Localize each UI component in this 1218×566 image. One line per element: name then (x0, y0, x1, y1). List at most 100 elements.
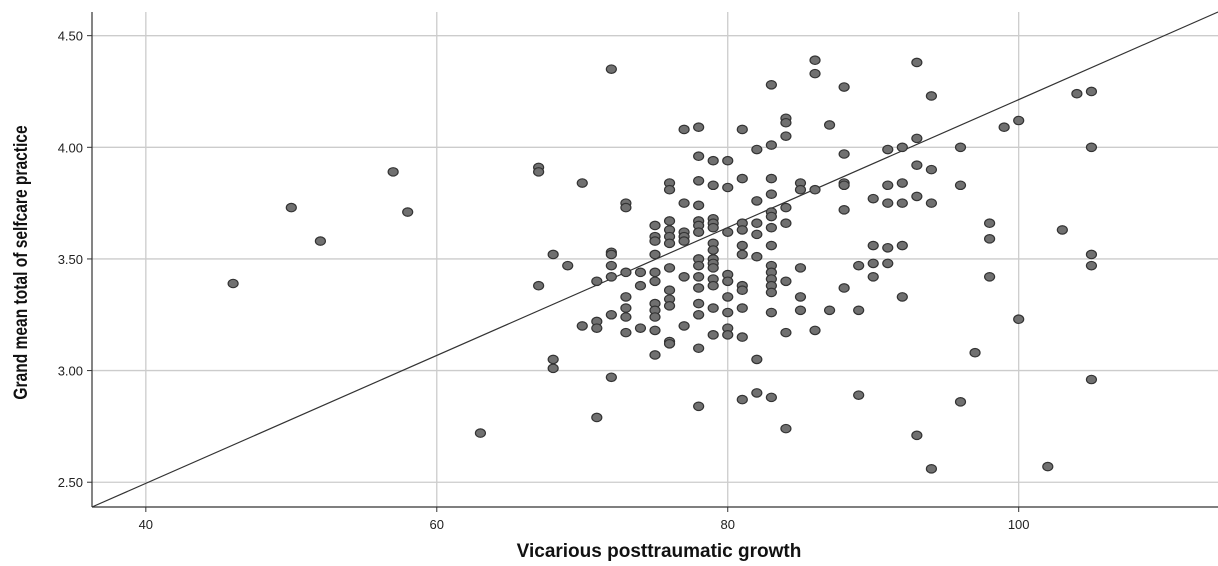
data-point (882, 258, 894, 269)
data-point (765, 79, 777, 90)
data-point (605, 272, 617, 282)
data-point (693, 272, 705, 282)
data-point (1085, 142, 1098, 153)
data-point (620, 202, 632, 213)
data-point (896, 240, 908, 251)
x-tick-label: 60 (430, 517, 444, 532)
data-point (649, 220, 661, 231)
data-point (722, 227, 734, 237)
x-axis-title: Vicarious posttraumatic growth (517, 541, 802, 562)
data-point (663, 216, 676, 226)
data-point (678, 272, 690, 282)
data-point (591, 323, 603, 333)
data-point (533, 280, 545, 291)
data-point (998, 122, 1010, 133)
data-point (911, 160, 923, 170)
data-point (838, 205, 850, 215)
data-point (751, 144, 763, 155)
data-point (620, 327, 632, 338)
data-point (693, 200, 705, 211)
data-point (620, 267, 632, 278)
y-tick-label: 2.50 (58, 475, 83, 490)
data-point (663, 263, 676, 273)
data-point (736, 225, 748, 235)
data-point (678, 236, 690, 246)
data-point (765, 392, 777, 403)
data-point (649, 236, 661, 246)
data-point (227, 278, 239, 289)
y-tick-label: 4.00 (58, 140, 83, 155)
data-point (983, 234, 996, 244)
data-point (736, 285, 748, 296)
data-point (780, 131, 792, 141)
data-point (751, 229, 763, 240)
data-point (693, 298, 705, 309)
data-point (707, 245, 719, 255)
data-point (707, 263, 719, 273)
data-point (693, 122, 705, 133)
data-point (765, 140, 777, 150)
data-point (794, 263, 807, 273)
data-point (736, 240, 748, 251)
data-point (853, 260, 865, 271)
data-point (693, 260, 705, 271)
data-point (722, 330, 734, 340)
data-point (809, 325, 821, 336)
data-point (678, 198, 690, 208)
data-point (954, 142, 967, 153)
y-tick-label: 3.50 (58, 252, 83, 267)
data-point (736, 173, 748, 184)
data-point (765, 173, 777, 184)
data-point (620, 292, 632, 302)
data-point (882, 198, 894, 208)
data-point (663, 238, 676, 249)
data-point (693, 283, 705, 293)
data-point (1056, 225, 1068, 235)
data-point (707, 303, 719, 313)
data-point (693, 401, 705, 412)
data-point (911, 57, 923, 68)
data-point (896, 178, 908, 188)
data-point (1085, 249, 1098, 260)
data-point (649, 312, 661, 322)
data-point (634, 267, 647, 278)
data-point (678, 321, 690, 331)
data-point (823, 305, 836, 316)
fit-line-layer (91, 11, 1218, 508)
data-point (867, 258, 879, 269)
data-point (809, 55, 821, 66)
data-point (693, 343, 705, 354)
data-point (896, 198, 908, 208)
data-point (896, 292, 908, 302)
data-point (605, 249, 617, 260)
data-point (707, 280, 719, 291)
data-point (620, 312, 632, 322)
data-point (547, 249, 559, 260)
data-point (649, 350, 661, 360)
data-point (969, 347, 981, 358)
data-point (954, 397, 967, 407)
data-point (794, 184, 807, 195)
data-point (765, 211, 777, 222)
data-point (736, 332, 748, 342)
data-point (707, 155, 719, 166)
data-point (649, 267, 661, 278)
data-point (693, 175, 705, 186)
data-point (983, 218, 996, 229)
fit-line (91, 11, 1218, 508)
x-tick-label: 40 (139, 517, 153, 532)
data-point (925, 91, 938, 101)
data-point (722, 307, 734, 318)
data-point (722, 276, 734, 287)
data-point (663, 338, 676, 349)
data-point (925, 198, 938, 208)
data-point (780, 423, 792, 434)
data-point (780, 327, 792, 338)
data-point (780, 202, 792, 213)
data-point (780, 117, 792, 128)
data-point (736, 303, 748, 313)
data-point (722, 292, 734, 302)
data-point (402, 207, 414, 217)
data-point (896, 142, 908, 153)
